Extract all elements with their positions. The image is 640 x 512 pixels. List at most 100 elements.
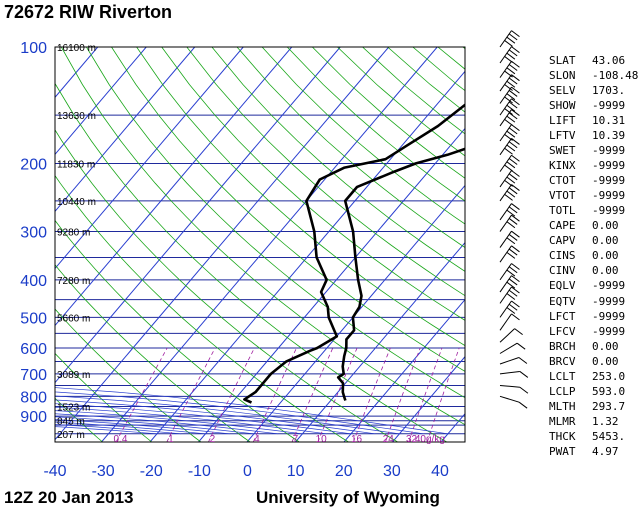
moist-adiabat: [55, 391, 424, 435]
stat-row: LFTV 10.39: [549, 128, 638, 143]
dry-adiabat: [211, 47, 465, 272]
stat-row: LCLT 253.0: [549, 369, 638, 384]
moist-adiabat: [55, 413, 279, 435]
height-label: 3089 m: [57, 370, 90, 381]
stat-value: 43.06: [592, 54, 626, 67]
stat-value: -9999: [592, 294, 626, 308]
dry-adiabat: [136, 47, 465, 347]
stat-key: SWET: [549, 144, 576, 158]
moist-adiabat: [55, 424, 182, 435]
wind-barb: [499, 74, 520, 92]
stat-key: KINX: [549, 159, 576, 173]
wind-barb: [499, 263, 520, 281]
stat-row: BRCV 0.00: [549, 354, 638, 369]
temperature-tick-label: 30: [383, 463, 401, 480]
wind-barb: [499, 395, 528, 409]
wind-barb: [499, 138, 520, 156]
stat-key: SHOW: [549, 99, 576, 113]
temperature-profile: [336, 147, 465, 401]
mixing-ratio-label: 2: [210, 434, 216, 445]
stat-key: LCLP: [549, 384, 576, 398]
pressure-tick-label: 100: [20, 40, 47, 57]
wind-barb: [499, 214, 520, 232]
stat-value: 0.00: [592, 354, 619, 368]
pressure-tick-label: 600: [20, 341, 47, 358]
mixing-ratio-label: 0.4: [113, 434, 127, 445]
wind-barb: [499, 154, 520, 172]
dry-adiabat: [111, 47, 465, 372]
stat-key: SLON: [549, 69, 576, 83]
stat-row: SLAT 43.06: [549, 53, 638, 68]
wind-barb: [499, 342, 526, 354]
wind-barb: [499, 86, 520, 104]
height-label: 13630 m: [57, 111, 96, 122]
mixing-ratio-label: 16: [351, 434, 363, 445]
background-grid: [0, 47, 640, 442]
isotherm-line: [55, 47, 390, 441]
wind-barb: [499, 313, 520, 331]
dry-adiabat: [86, 47, 465, 399]
stat-key: CAPV: [549, 234, 576, 248]
height-label: 16100 m: [57, 43, 96, 54]
dry-adiabat: [55, 264, 251, 442]
stat-row: EQLV -9999: [549, 278, 638, 293]
temperature-tick-label: -10: [188, 463, 211, 480]
moist-adiabat: [0, 401, 640, 434]
mixing-ratio-line: [208, 347, 255, 442]
wind-barb: [499, 245, 520, 263]
stat-key: EQLV: [549, 279, 576, 293]
mixing-ratio-line: [317, 347, 358, 442]
stat-row: SWET -9999: [549, 143, 638, 158]
stat-value: -9999: [592, 99, 626, 113]
isotherm-line: [55, 47, 99, 99]
height-label: 1523 m: [57, 403, 90, 414]
isotherm-line: [55, 47, 244, 270]
stat-value: 4.97: [592, 444, 619, 458]
wind-barb: [499, 30, 520, 48]
stat-value: 1.32: [592, 414, 619, 428]
mixing-ratio-label: 10: [316, 434, 328, 445]
stat-key: LFCV: [549, 324, 576, 338]
stat-key: LCLT: [549, 369, 576, 383]
stat-row: LFCT -9999: [549, 309, 638, 324]
stat-key: BRCV: [549, 354, 576, 368]
stat-key: CTOT: [549, 174, 576, 188]
pressure-tick-label: 500: [20, 310, 47, 327]
mixing-ratio-label: 24: [383, 434, 395, 445]
height-label: 11830 m: [57, 159, 95, 170]
stat-key: BRCH: [549, 339, 576, 353]
temperature-tick-label: 0: [243, 463, 252, 480]
stat-key: MLTH: [549, 399, 576, 413]
stat-value: -9999: [592, 324, 626, 338]
height-label: 5660 m: [57, 313, 90, 324]
mixing-ratio-line: [115, 347, 168, 442]
pressure-tick-label: 900: [20, 409, 47, 426]
stat-key: MLMR: [549, 414, 576, 428]
stat-value: 0.00: [592, 219, 619, 233]
stat-row: THCK 5453.: [549, 429, 638, 444]
isotherm-line: [198, 127, 465, 442]
stat-row: TOTL -9999: [549, 203, 638, 218]
wind-barb: [499, 230, 520, 248]
dry-adiabat: [236, 47, 465, 248]
mixing-ratio-line: [426, 347, 460, 442]
stat-key: CAPE: [549, 219, 576, 233]
stat-row: SHOW -9999: [549, 98, 638, 113]
wind-barb: [499, 300, 520, 318]
isotherm-line: [0, 47, 1, 442]
height-label: 10440 m: [57, 197, 96, 208]
mixing-ratio-label: 32: [406, 434, 418, 445]
isotherm-line: [55, 47, 147, 156]
stat-value: -108.48: [592, 69, 639, 83]
dry-adiabat: [186, 47, 465, 297]
sounding-profiles: [243, 103, 465, 404]
stability-indices: SLAT 43.06 SLON -108.48 SELV 1703. SHOW -9999 LI…: [549, 53, 638, 459]
stat-key: SLAT: [549, 54, 576, 67]
stat-key: LIFT: [549, 114, 576, 128]
mixing-ratio-label: 40g/kg: [415, 434, 445, 445]
stat-row: MLMR 1.32: [549, 414, 638, 429]
stat-key: LFTV: [549, 129, 576, 143]
wind-barb: [499, 328, 523, 343]
stat-row: CTOT -9999: [549, 173, 638, 188]
